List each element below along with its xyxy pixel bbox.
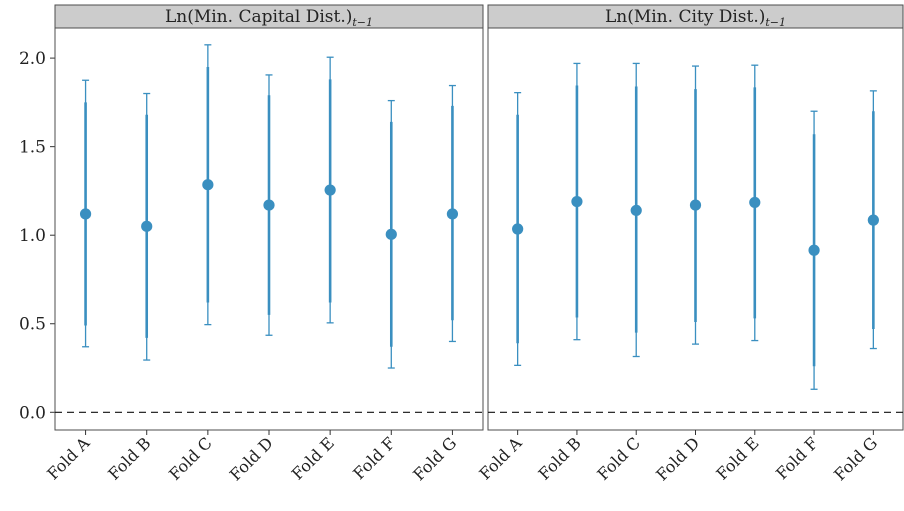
- point-estimate: [141, 220, 153, 232]
- point-estimate: [385, 228, 397, 240]
- x-tick-label: Fold A: [43, 433, 93, 483]
- x-tick-label: Fold G: [830, 433, 881, 484]
- y-axis: 0.0 0.5 1.0 1.5 2.0: [19, 49, 55, 423]
- x-tick-label: Fold D: [226, 433, 277, 484]
- point-estimate: [512, 223, 524, 235]
- panel-title-subscript: t−1: [765, 16, 786, 29]
- panel-title: Ln(Min. Capital Dist.)t−1: [165, 7, 373, 29]
- point-estimate: [630, 204, 642, 217]
- y-tick-label: 0.5: [19, 315, 46, 335]
- panel-2: Ln(Min. City Dist.)t−1 Fold A Fold B Fold C…: [475, 4, 904, 484]
- point-estimate: [202, 179, 214, 191]
- y-tick-label: 0.0: [19, 403, 46, 423]
- y-tick-label: 2.0: [19, 49, 46, 69]
- point-estimate: [79, 208, 92, 220]
- point-estimate: [749, 196, 761, 209]
- point-estimate: [324, 184, 336, 196]
- x-tick-label: Fold C: [165, 433, 216, 484]
- x-tick-label: Fold E: [288, 433, 338, 483]
- point-estimate: [263, 199, 275, 211]
- point-estimate: [808, 244, 820, 256]
- point-estimate: [446, 208, 459, 220]
- x-tick-label: Fold G: [409, 433, 460, 484]
- x-tick-label: Fold F: [349, 433, 399, 483]
- x-tick-label: Fold B: [535, 433, 585, 483]
- point-estimate: [689, 199, 702, 211]
- y-tick-label: 1.5: [19, 138, 46, 158]
- point-estimate: [867, 214, 879, 226]
- point-estimate: [571, 195, 583, 208]
- x-tick-label: Fold B: [104, 433, 154, 483]
- x-tick-label: Fold F: [772, 433, 822, 483]
- x-tick-label: Fold C: [593, 433, 644, 484]
- y-tick-label: 1.0: [19, 226, 46, 246]
- x-tick-label: Fold E: [712, 433, 762, 483]
- panel-title-subscript: t−1: [352, 16, 373, 29]
- x-tick-label: Fold A: [475, 433, 525, 483]
- x-tick-label: Fold D: [652, 433, 703, 484]
- panel-title: Ln(Min. City Dist.)t−1: [605, 7, 786, 29]
